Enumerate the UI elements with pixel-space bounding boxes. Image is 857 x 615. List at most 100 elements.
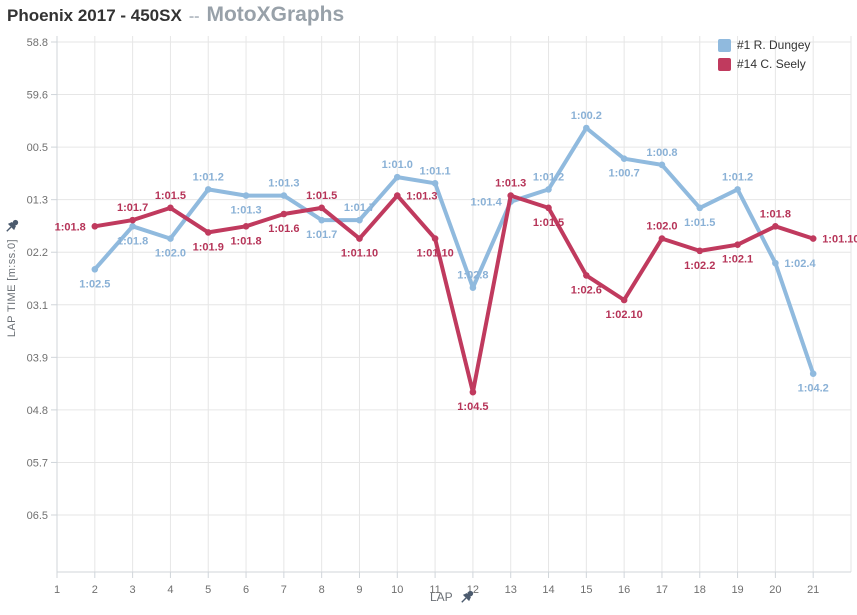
point-seely-lap2[interactable] <box>91 222 99 230</box>
x-tick-label: 17 <box>656 584 668 596</box>
point-dungey-lap17[interactable] <box>658 161 666 169</box>
point-dungey-lap19[interactable] <box>734 186 741 193</box>
point-seely-lap17[interactable] <box>658 235 666 242</box>
x-tick-label: 10 <box>391 584 403 596</box>
data-label-seely-lap18: 1:02.2 <box>684 260 715 272</box>
point-seely-lap15[interactable] <box>583 272 590 279</box>
point-seely-lap10[interactable] <box>393 192 401 199</box>
data-label-seely-lap12: 1:04.5 <box>457 401 488 413</box>
point-dungey-lap4[interactable] <box>167 235 174 242</box>
legend-label-seely: #14 C. Seely <box>737 57 806 71</box>
x-tick-label: 19 <box>731 584 743 596</box>
point-dungey-lap18[interactable] <box>696 204 704 212</box>
data-label-seely-lap7: 1:01.6 <box>268 223 299 235</box>
point-seely-lap6[interactable] <box>242 222 250 230</box>
data-label-dungey-lap6: 1:01.3 <box>230 205 261 217</box>
point-dungey-lap6[interactable] <box>242 192 250 199</box>
point-seely-lap19[interactable] <box>734 241 741 249</box>
point-dungey-lap9[interactable] <box>356 216 363 224</box>
point-dungey-lap3[interactable] <box>129 222 136 230</box>
data-label-dungey-lap2: 1:02.5 <box>79 278 110 290</box>
point-seely-lap16[interactable] <box>620 296 628 304</box>
data-label-dungey-lap15: 1:00.2 <box>571 110 602 122</box>
data-label-dungey-lap21: 1:04.2 <box>798 383 829 395</box>
series-line-dungey[interactable] <box>92 126 816 376</box>
point-seely-lap21[interactable] <box>809 235 817 242</box>
data-label-dungey-lap18: 1:01.5 <box>684 217 715 229</box>
x-axis-title-label: LAP <box>430 590 453 604</box>
point-dungey-lap11[interactable] <box>431 179 439 187</box>
point-dungey-lap21[interactable] <box>809 370 817 378</box>
y-axis-title-label: LAP TIME [m:ss.0] <box>6 239 18 338</box>
data-label-seely-lap15: 1:02.6 <box>571 284 602 296</box>
x-tick-label: 15 <box>580 584 592 596</box>
point-seely-lap14[interactable] <box>545 204 552 212</box>
y-tick-label: 59.6 <box>27 90 48 102</box>
point-seely-lap12[interactable] <box>469 388 477 396</box>
data-label-dungey-lap7: 1:01.3 <box>268 178 299 190</box>
legend-swatch-seely <box>718 57 731 71</box>
title-brand: MotoXGraphs <box>206 3 345 26</box>
data-label-seely-lap20: 1:01.8 <box>760 208 791 220</box>
legend-swatch-dungey <box>718 38 731 52</box>
y-tick-label: 02.2 <box>27 247 48 259</box>
legend-item-dungey[interactable]: #1 R. Dungey <box>718 38 810 52</box>
point-seely-lap20[interactable] <box>772 222 779 230</box>
x-tick-label: 16 <box>618 584 630 596</box>
x-tick-label: 6 <box>243 584 249 596</box>
y-tick-label: 06.5 <box>27 510 48 522</box>
title-event: Phoenix 2017 - 450SX <box>7 6 182 25</box>
point-seely-lap3[interactable] <box>129 216 136 224</box>
data-label-seely-lap9: 1:01.10 <box>341 248 378 260</box>
x-tick-label: 9 <box>356 584 362 596</box>
point-dungey-lap7[interactable] <box>280 192 288 199</box>
point-dungey-lap15[interactable] <box>583 124 590 132</box>
y-tick-label: 04.8 <box>27 405 48 417</box>
pushpin-icon <box>460 590 473 603</box>
data-label-dungey-lap19: 1:01.2 <box>722 171 753 183</box>
point-dungey-lap10[interactable] <box>393 173 401 181</box>
x-tick-label: 18 <box>694 584 706 596</box>
title-separator: -- <box>188 8 200 25</box>
data-label-seely-lap5: 1:01.9 <box>193 241 224 253</box>
data-label-dungey-lap3: 1:01.8 <box>117 235 148 247</box>
series-line-seely[interactable] <box>92 193 816 395</box>
y-tick-label: 00.5 <box>27 142 48 154</box>
point-seely-lap7[interactable] <box>280 210 288 218</box>
point-seely-lap4[interactable] <box>167 204 174 212</box>
point-seely-lap11[interactable] <box>431 235 439 242</box>
x-tick-label: 1 <box>54 584 60 596</box>
data-label-seely-lap21: 1:01.10 <box>822 234 857 246</box>
point-seely-lap5[interactable] <box>204 229 212 236</box>
data-label-seely-lap8: 1:01.5 <box>306 190 337 202</box>
point-seely-lap18[interactable] <box>696 247 704 255</box>
x-tick-label: 13 <box>505 584 517 596</box>
point-seely-lap13[interactable] <box>507 192 515 199</box>
legend: #1 R. Dungey #14 C. Seely <box>718 38 810 71</box>
x-tick-label: 5 <box>205 584 211 596</box>
data-label-seely-lap11: 1:01.10 <box>416 248 453 260</box>
point-seely-lap9[interactable] <box>356 235 363 242</box>
data-label-seely-lap19: 1:02.1 <box>722 254 753 266</box>
data-label-dungey-lap17: 1:00.8 <box>646 147 677 159</box>
legend-item-seely[interactable]: #14 C. Seely <box>718 57 810 71</box>
data-label-seely-lap2: 1:01.8 <box>55 221 86 233</box>
point-dungey-lap20[interactable] <box>772 259 779 267</box>
chart-title: Phoenix 2017 - 450SX -- MotoXGraphs <box>7 3 344 27</box>
point-dungey-lap16[interactable] <box>620 155 628 163</box>
data-label-dungey-lap20: 1:02.4 <box>784 258 816 270</box>
point-dungey-lap12[interactable] <box>469 284 477 292</box>
data-label-dungey-lap10: 1:01.0 <box>382 159 413 171</box>
point-dungey-lap8[interactable] <box>318 216 325 224</box>
point-dungey-lap5[interactable] <box>204 186 212 193</box>
y-tick-label: 01.3 <box>27 195 48 207</box>
point-seely-lap8[interactable] <box>318 204 325 212</box>
point-dungey-lap2[interactable] <box>91 265 99 273</box>
y-tick-label: 58.8 <box>27 37 48 49</box>
point-dungey-lap14[interactable] <box>545 186 552 193</box>
x-tick-label: 7 <box>281 584 287 596</box>
data-label-dungey-lap8: 1:01.7 <box>306 229 337 241</box>
x-tick-label: 21 <box>807 584 819 596</box>
